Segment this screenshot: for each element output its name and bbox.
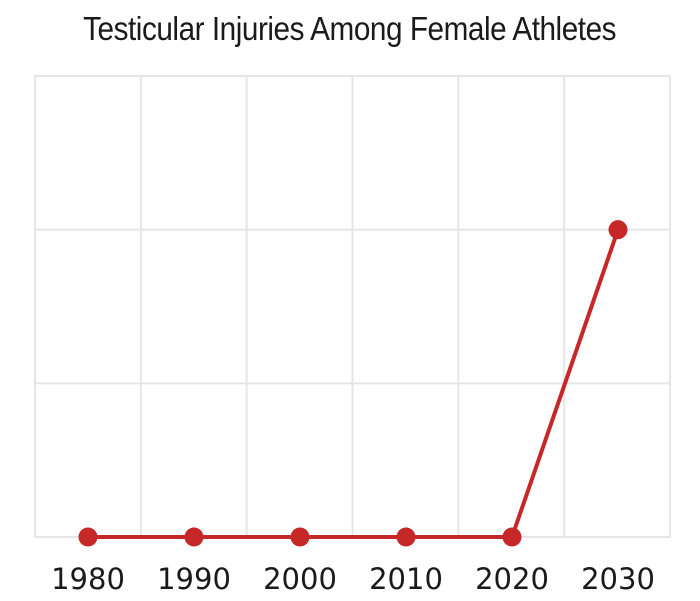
chart-title: Testicular Injuries Among Female Athlete… xyxy=(83,10,617,47)
x-tick-label: 1990 xyxy=(157,562,231,596)
data-point-2010 xyxy=(396,527,416,547)
x-tick-label: 2030 xyxy=(581,562,655,596)
grid xyxy=(34,75,671,538)
data-point-1990 xyxy=(184,527,204,547)
data-point-2030 xyxy=(608,220,628,240)
data-point-2000 xyxy=(290,527,310,547)
series-line xyxy=(88,229,620,539)
x-tick-label: 2020 xyxy=(475,562,549,596)
series-points xyxy=(78,220,628,547)
x-tick-label: 1980 xyxy=(51,562,125,596)
data-point-1980 xyxy=(78,527,98,547)
series-line-group xyxy=(88,229,620,539)
data-point-2020 xyxy=(502,527,522,547)
x-axis-ticks: 1980 1990 2000 2010 2020 2030 xyxy=(51,562,655,596)
x-tick-label: 2000 xyxy=(263,562,337,596)
x-tick-label: 2010 xyxy=(369,562,443,596)
